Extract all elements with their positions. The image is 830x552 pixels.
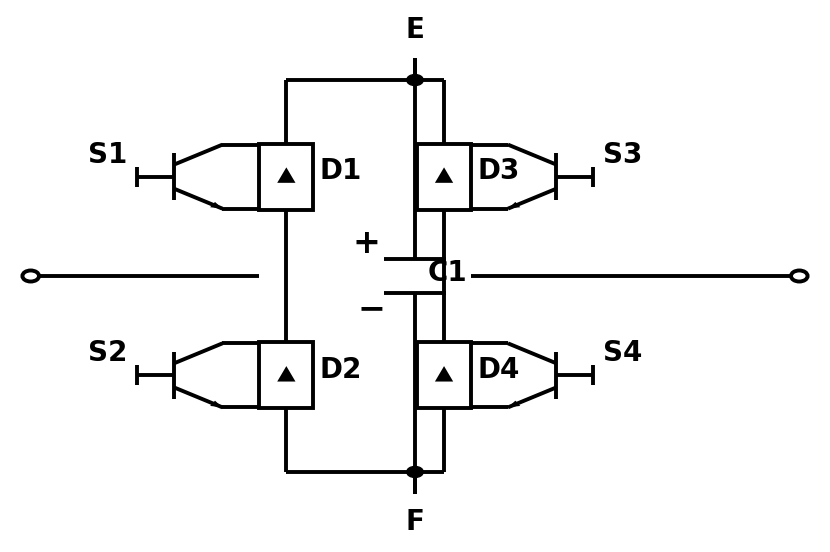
Circle shape [407,75,423,86]
Bar [260,342,314,408]
Polygon shape [508,401,520,407]
Polygon shape [210,202,222,209]
Text: D3: D3 [478,157,520,185]
Text: S1: S1 [88,141,127,168]
Polygon shape [277,366,295,381]
Text: S2: S2 [88,339,127,367]
Text: −: − [358,293,386,326]
Polygon shape [435,167,453,183]
Circle shape [407,466,423,477]
Polygon shape [435,366,453,381]
Polygon shape [210,401,222,407]
Text: S4: S4 [603,339,642,367]
Bar [260,144,314,210]
Text: E: E [406,16,424,44]
Text: D2: D2 [320,356,363,384]
Circle shape [791,270,808,282]
Polygon shape [508,202,520,209]
Text: D1: D1 [320,157,362,185]
Text: F: F [406,508,424,536]
Text: C1: C1 [427,259,467,287]
Text: S3: S3 [603,141,642,168]
Bar [417,342,471,408]
Circle shape [22,270,39,282]
Bar [417,144,471,210]
Text: +: + [353,227,381,261]
Polygon shape [277,167,295,183]
Text: D4: D4 [478,356,520,384]
